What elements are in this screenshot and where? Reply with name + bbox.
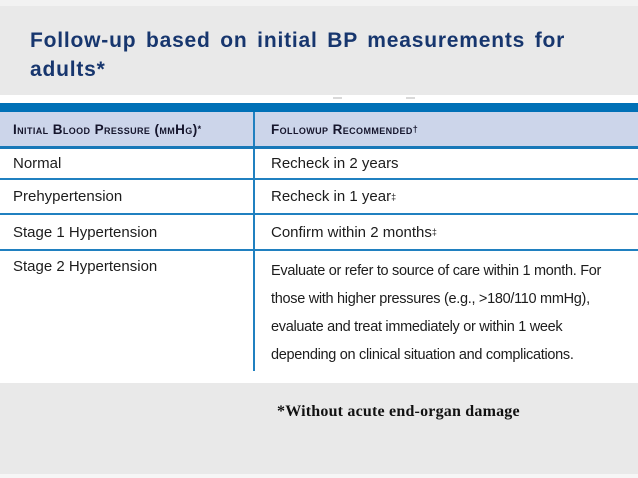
table-header-row: Initial Blood Pressure (mmHg) * Followup … [0,112,638,149]
recommendation-text: Confirm within 2 months [271,223,432,241]
cell-recommendation: Recheck in 1 year ‡ [271,188,397,205]
cell-category: Stage 1 Hypertension [0,215,255,249]
header-cell-followup: Followup Recommended † [271,121,419,137]
slide-top-edge [0,0,638,6]
slide-title-line1: Follow-up based on initial BP measuremen… [30,29,566,52]
crop-artifact-mark [406,97,415,99]
recommendation-text: Recheck in 2 years [271,155,399,172]
cell-category: Normal [0,149,255,178]
bp-followup-table: Initial Blood Pressure (mmHg) * Followup … [0,112,638,371]
header-followup-label: Followup Recommended [271,121,413,137]
cell-category: Prehypertension [0,180,255,213]
category-label: Normal [13,155,62,172]
table-row-prehypertension: Prehypertension Recheck in 1 year ‡ [0,180,638,215]
crop-artifact-mark [333,97,342,99]
header-cell-initial-bp: Initial Blood Pressure (mmHg) * [0,112,255,146]
recommendation-text: Recheck in 1 year [271,188,392,205]
category-label: Prehypertension [13,188,123,205]
table-top-bar [0,103,638,112]
cell-category: Stage 2 Hypertension [0,251,255,371]
table-row-normal: Normal Recheck in 2 years [0,149,638,180]
table-panel: Initial Blood Pressure (mmHg) * Followup … [0,95,638,383]
recommendation-text: Evaluate or refer to source of care with… [271,263,602,363]
header-initial-bp-label: Initial Blood Pressure (mmHg) [13,121,198,137]
cell-recommendation: Confirm within 2 months ‡ [271,223,437,241]
table-row-stage2-hypertension: Stage 2 Hypertension Evaluate or refer t… [0,251,638,371]
slide-title: Follow-up based on initial BP measuremen… [30,26,615,84]
slide-bottom-edge [0,474,638,478]
table-row-stage1-hypertension: Stage 1 Hypertension Confirm within 2 mo… [0,215,638,251]
category-label: Stage 2 Hypertension [13,258,158,275]
footnote-without-acute-damage: *Without acute end-organ damage [277,403,520,420]
category-label: Stage 1 Hypertension [13,223,158,241]
cell-recommendation: Recheck in 2 years [255,149,638,178]
cell-recommendation: Evaluate or refer to source of care with… [255,251,638,371]
slide-title-line2: adults* [30,58,106,81]
